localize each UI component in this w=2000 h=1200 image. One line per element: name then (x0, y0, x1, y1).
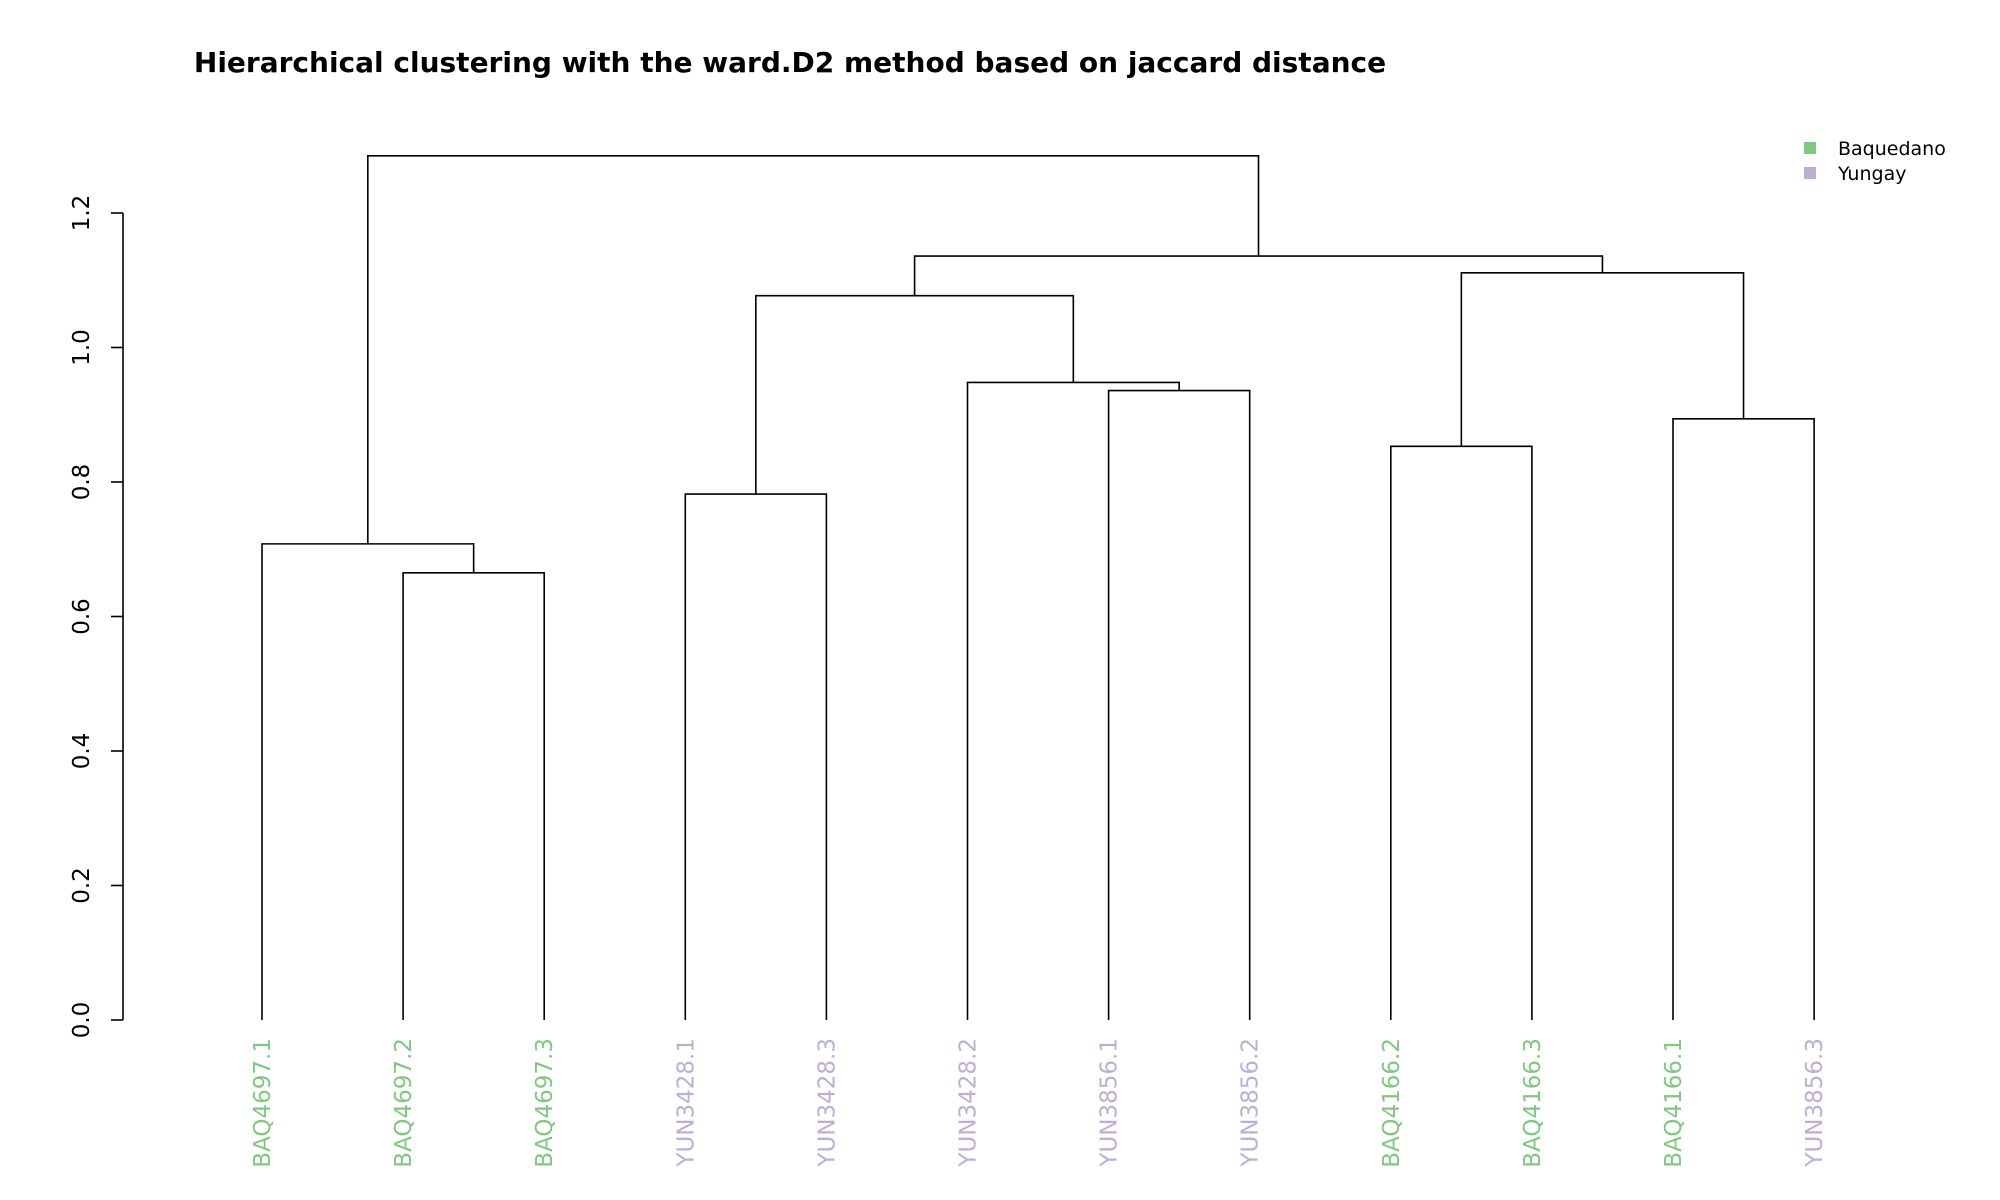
merge-branch (402, 571, 545, 1020)
dendrogram-branches (261, 155, 1815, 1020)
merge-branch (261, 543, 475, 1020)
leaf-label: YUN3428.3 (814, 1038, 840, 1168)
legend-label: Baquedano (1838, 138, 1946, 160)
leaf-label: YUN3856.3 (1802, 1038, 1828, 1168)
y-axis: 0.0 0.2 0.4 0.6 0.8 1.0 1.2 (69, 195, 124, 1039)
merge-branch (966, 381, 1180, 1020)
merge-branch (1460, 272, 1745, 447)
leaf-label: YUN3428.1 (673, 1038, 699, 1168)
merge-branch (913, 255, 1604, 296)
legend-swatch (1804, 142, 1816, 154)
y-tick-label: 1.0 (69, 329, 95, 366)
merge-branch (1107, 389, 1251, 1020)
leaf-label: YUN3428.2 (956, 1038, 982, 1168)
leaf-label: YUN3856.2 (1238, 1038, 1264, 1168)
y-tick-label: 0.6 (69, 598, 95, 635)
chart-title: Hierarchical clustering with the ward.D2… (194, 46, 1386, 79)
y-tick-label: 0.2 (69, 867, 95, 904)
leaf-label: BAQ4166.2 (1379, 1038, 1405, 1168)
merge-branch (367, 155, 1260, 544)
legend-swatch (1804, 167, 1816, 179)
leaf-label: BAQ4697.3 (532, 1038, 558, 1168)
merge-branch (755, 294, 1075, 495)
merge-branch (1390, 445, 1533, 1020)
legend: Baquedano Yungay (1804, 138, 1946, 185)
leaf-label: BAQ4166.1 (1661, 1038, 1687, 1168)
merge-branch (1672, 417, 1815, 1020)
legend-label: Yungay (1837, 163, 1906, 185)
leaf-labels: BAQ4697.1 BAQ4697.2 BAQ4697.3 YUN3428.1 YUN3… (250, 1038, 1828, 1168)
y-tick-label: 1.2 (69, 195, 95, 232)
y-tick-label: 0.0 (69, 1002, 95, 1039)
leaf-label: YUN3856.1 (1097, 1038, 1123, 1168)
leaf-label: BAQ4697.2 (391, 1038, 417, 1168)
merge-branch (684, 493, 828, 1020)
leaf-label: BAQ4166.3 (1520, 1038, 1546, 1168)
y-tick-label: 0.4 (69, 733, 95, 770)
leaf-label: BAQ4697.1 (250, 1038, 276, 1168)
y-tick-label: 0.8 (69, 464, 95, 501)
